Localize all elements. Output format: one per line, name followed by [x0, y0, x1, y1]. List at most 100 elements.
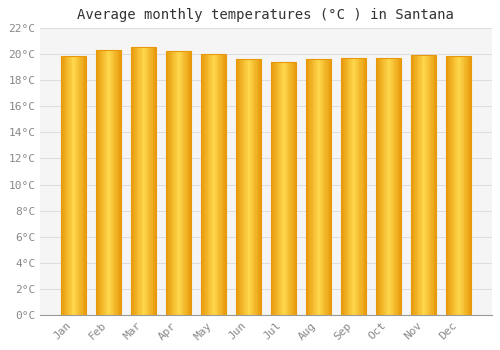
Bar — [98, 50, 99, 315]
Bar — [181, 51, 182, 315]
Bar — [76, 56, 78, 315]
Bar — [317, 59, 318, 315]
Bar — [118, 50, 120, 315]
Bar — [75, 56, 76, 315]
Bar — [239, 59, 240, 315]
Bar — [314, 59, 315, 315]
Bar — [426, 55, 427, 315]
Bar — [287, 62, 288, 315]
Bar — [315, 59, 316, 315]
Bar — [96, 50, 121, 315]
Bar — [284, 62, 285, 315]
Bar — [257, 59, 258, 315]
Bar — [216, 54, 218, 315]
Bar — [354, 58, 355, 315]
Bar — [214, 54, 215, 315]
Bar — [281, 62, 282, 315]
Bar — [310, 59, 311, 315]
Bar — [178, 51, 179, 315]
Bar — [274, 62, 275, 315]
Bar — [146, 47, 147, 315]
Bar — [172, 51, 174, 315]
Bar — [105, 50, 106, 315]
Bar — [151, 47, 152, 315]
Bar — [175, 51, 176, 315]
Bar — [236, 59, 261, 315]
Bar — [130, 47, 132, 315]
Bar — [115, 50, 116, 315]
Bar — [412, 55, 414, 315]
Bar — [64, 56, 65, 315]
Bar — [166, 51, 191, 315]
Bar — [82, 56, 84, 315]
Bar — [388, 58, 390, 315]
Bar — [184, 51, 185, 315]
Bar — [424, 55, 425, 315]
Bar — [446, 56, 448, 315]
Bar — [318, 59, 320, 315]
Bar — [244, 59, 245, 315]
Bar — [321, 59, 322, 315]
Bar — [461, 56, 462, 315]
Bar — [104, 50, 105, 315]
Bar — [141, 47, 142, 315]
Bar — [328, 59, 330, 315]
Bar — [425, 55, 426, 315]
Bar — [240, 59, 241, 315]
Bar — [63, 56, 64, 315]
Bar — [218, 54, 220, 315]
Bar — [271, 62, 296, 315]
Bar — [169, 51, 170, 315]
Bar — [241, 59, 242, 315]
Bar — [148, 47, 150, 315]
Bar — [65, 56, 66, 315]
Bar — [392, 58, 394, 315]
Bar — [99, 50, 100, 315]
Bar — [100, 50, 101, 315]
Bar — [390, 58, 391, 315]
Bar — [278, 62, 280, 315]
Bar — [246, 59, 247, 315]
Bar — [415, 55, 416, 315]
Bar — [379, 58, 380, 315]
Bar — [467, 56, 468, 315]
Bar — [116, 50, 117, 315]
Bar — [428, 55, 430, 315]
Bar — [446, 56, 471, 315]
Bar — [144, 47, 145, 315]
Bar — [460, 56, 461, 315]
Bar — [130, 47, 156, 315]
Bar — [361, 58, 362, 315]
Bar — [74, 56, 75, 315]
Bar — [174, 51, 175, 315]
Bar — [414, 55, 415, 315]
Bar — [376, 58, 378, 315]
Bar — [291, 62, 292, 315]
Bar — [111, 50, 112, 315]
Bar — [342, 58, 344, 315]
Bar — [134, 47, 135, 315]
Bar — [290, 62, 291, 315]
Bar — [180, 51, 181, 315]
Bar — [470, 56, 471, 315]
Bar — [110, 50, 111, 315]
Bar — [114, 50, 115, 315]
Bar — [271, 62, 272, 315]
Bar — [224, 54, 225, 315]
Bar — [394, 58, 395, 315]
Bar — [236, 59, 238, 315]
Bar — [120, 50, 121, 315]
Bar — [185, 51, 186, 315]
Bar — [417, 55, 418, 315]
Bar — [385, 58, 386, 315]
Bar — [260, 59, 261, 315]
Bar — [62, 56, 64, 315]
Bar — [308, 59, 309, 315]
Bar — [430, 55, 431, 315]
Bar — [391, 58, 392, 315]
Bar — [325, 59, 326, 315]
Bar — [294, 62, 295, 315]
Bar — [79, 56, 80, 315]
Bar — [72, 56, 74, 315]
Bar — [381, 58, 382, 315]
